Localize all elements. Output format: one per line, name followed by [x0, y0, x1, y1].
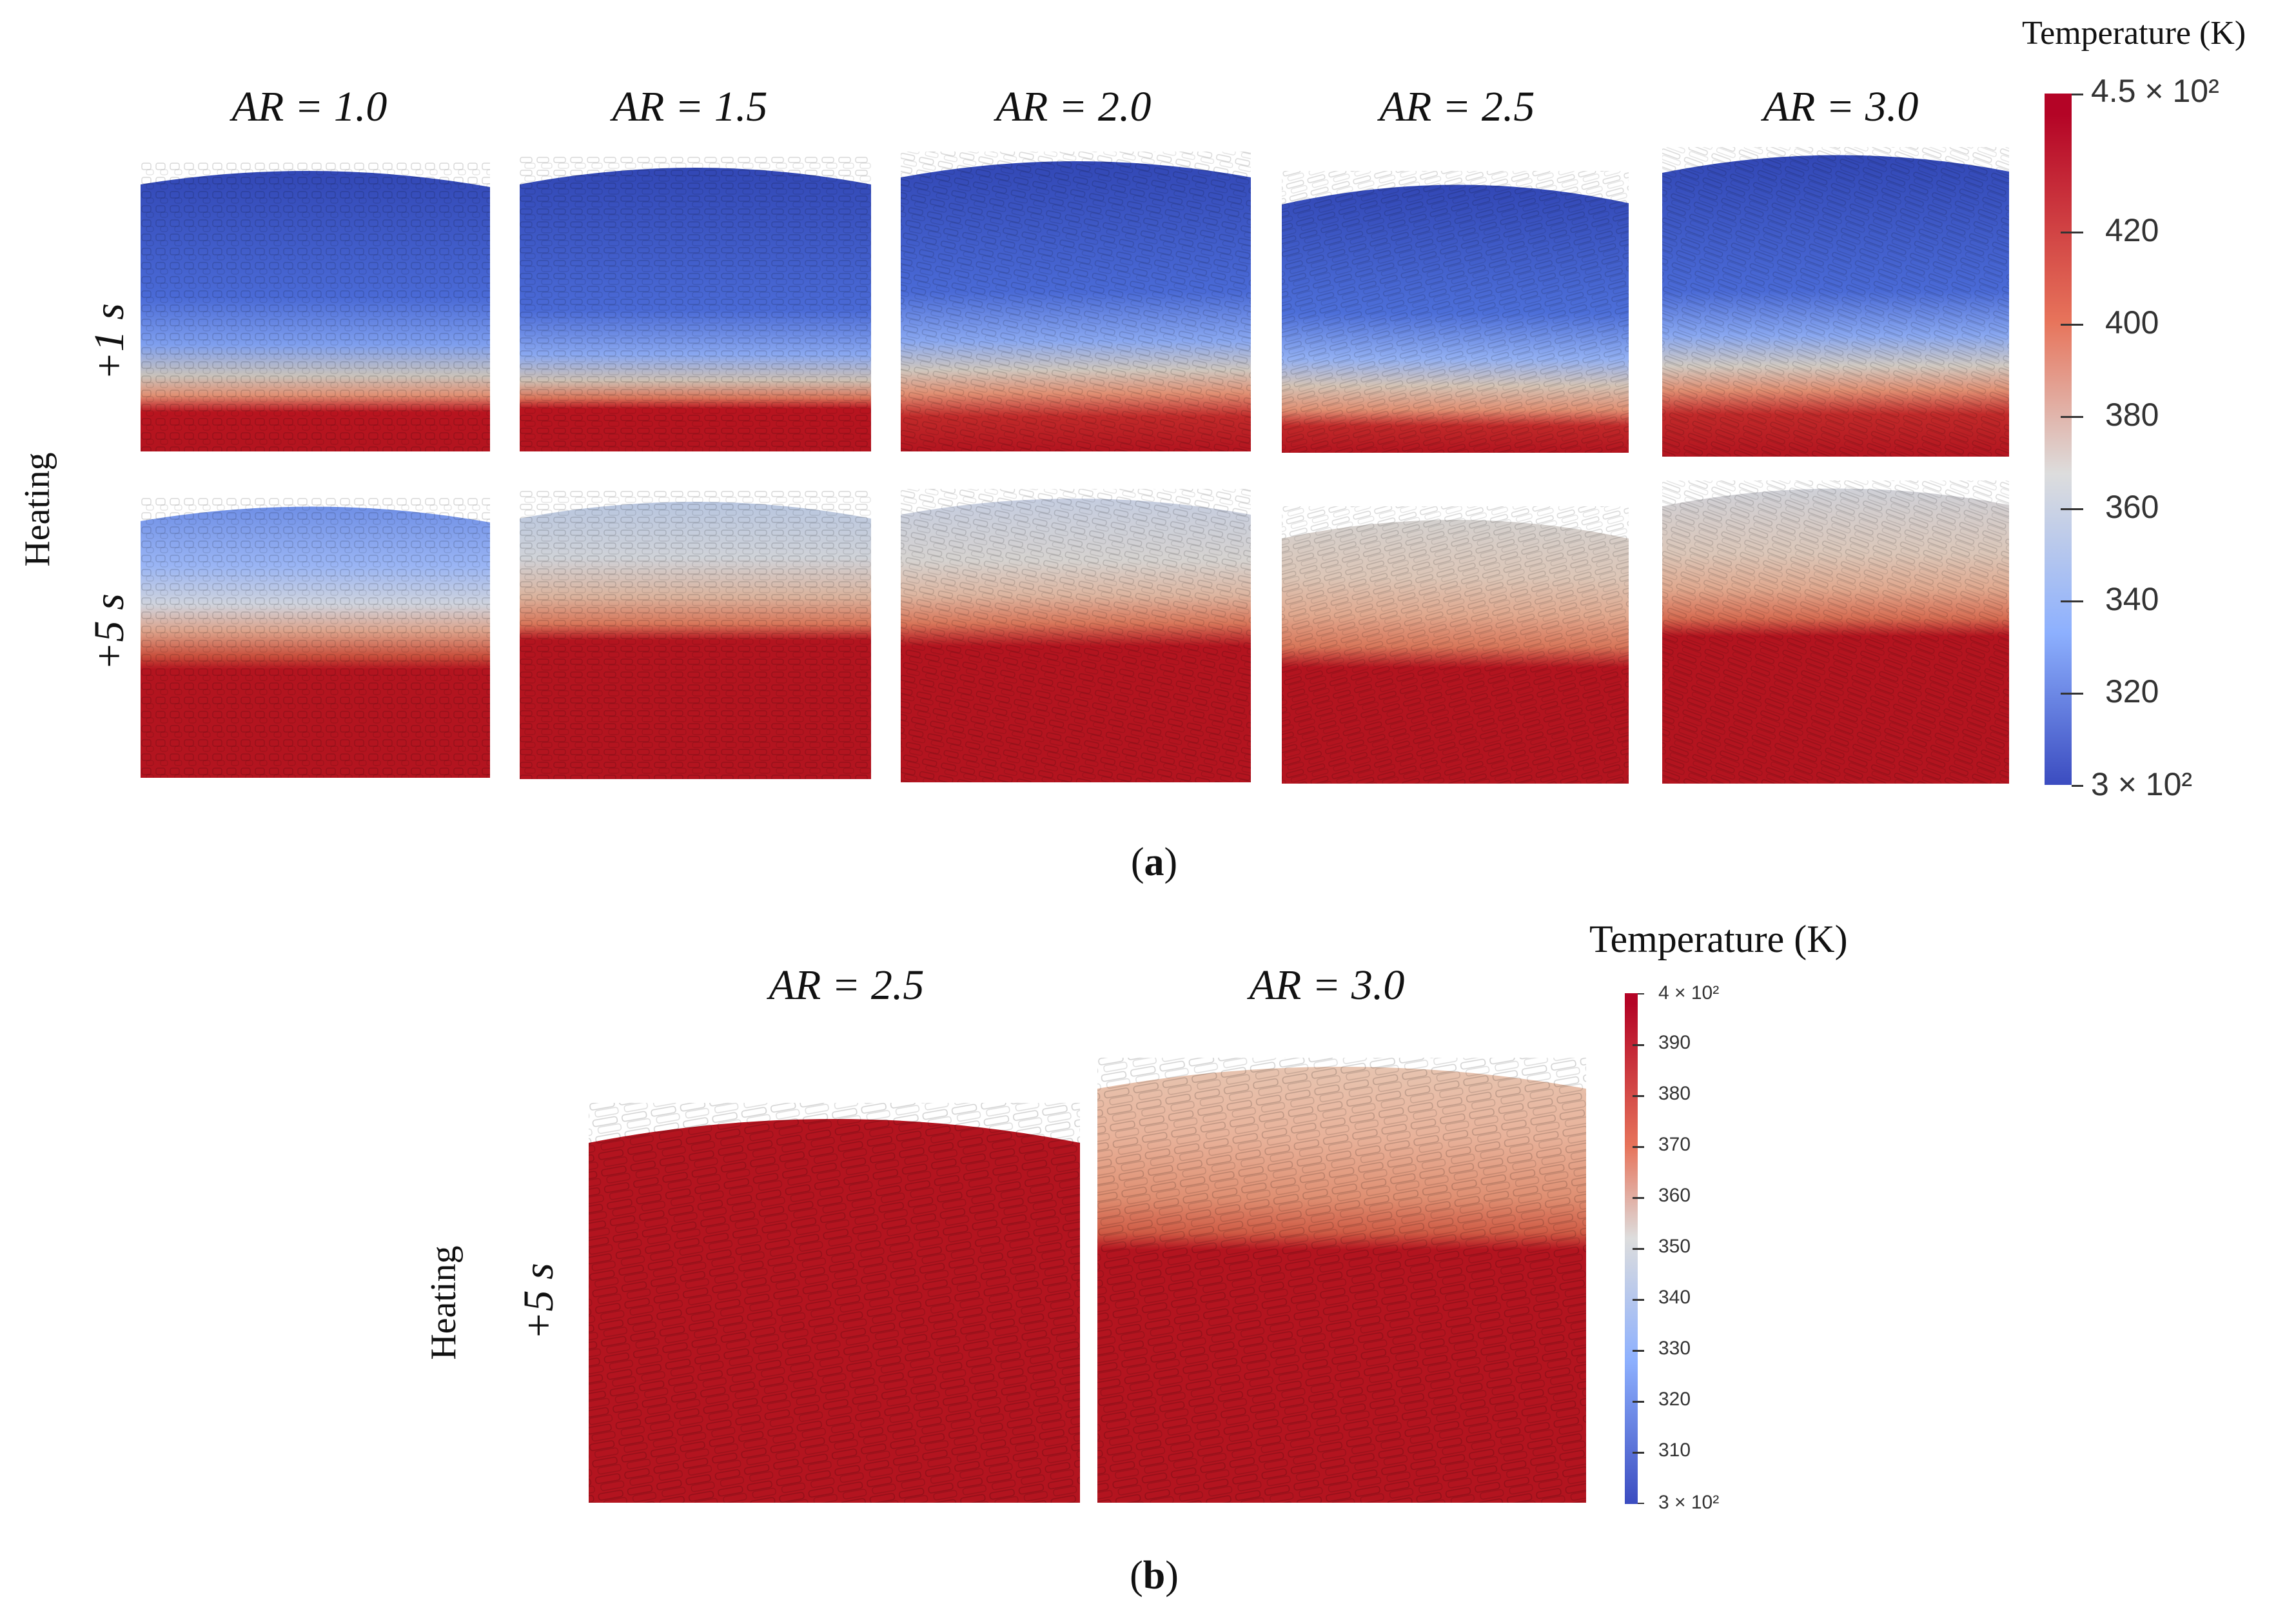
particle-bed: [1282, 506, 1629, 784]
tick-mark: [1633, 1146, 1644, 1148]
tick-mark: [2061, 232, 2083, 234]
panel-b-caption: (b): [1130, 1554, 1179, 1598]
heating-label: Heating: [17, 452, 57, 567]
colorbar-min-label: 3 × 10²: [2091, 766, 2193, 802]
colorbar-tick-label: 380: [1658, 1083, 1691, 1105]
tick-mark: [2072, 785, 2083, 787]
column-label: AR = 2.5: [769, 962, 925, 1009]
particle-bed: [141, 497, 490, 778]
column-label: AR = 1.0: [231, 83, 388, 130]
tick-mark: [1633, 1452, 1644, 1454]
column-label: AR = 1.5: [612, 83, 768, 130]
colorbar-tick-label: 380: [2105, 397, 2159, 433]
colorbar-tick-label: 310: [1658, 1440, 1691, 1461]
tick-mark: [1633, 1197, 1644, 1199]
column-label: AR = 3.0: [1763, 83, 1919, 130]
row-label: +5 s: [515, 1263, 562, 1340]
particle-bed: [1282, 171, 1629, 453]
particle-bed: [141, 161, 490, 451]
particle-bed: [1097, 1058, 1586, 1503]
tick-mark: [1633, 1350, 1644, 1352]
tick-mark: [2072, 94, 2083, 95]
tick-mark: [2061, 324, 2083, 326]
colorbar-title: Temperature (K): [2022, 15, 2246, 52]
tick-mark: [2061, 416, 2083, 419]
tick-mark: [1633, 1299, 1644, 1301]
colorbar-tick-label: 340: [1658, 1287, 1691, 1309]
tick-mark: [2061, 600, 2083, 603]
colorbar-tick-label: 320: [2105, 673, 2159, 710]
particle-bed: [520, 490, 871, 779]
colorbar: [1625, 993, 1638, 1504]
colorbar: [2045, 94, 2072, 785]
column-label: AR = 3.0: [1249, 962, 1405, 1009]
row-label: +5 s: [86, 593, 133, 671]
particle-bed: [901, 152, 1251, 451]
colorbar-tick-label: 360: [2105, 489, 2159, 526]
tick-mark: [2061, 508, 2083, 511]
colorbar-max-label: 4 × 10²: [1658, 982, 1720, 1004]
colorbar-tick-label: 390: [1658, 1032, 1691, 1054]
colorbar-max-label: 4.5 × 10²: [2091, 73, 2219, 109]
tick-mark: [1633, 1248, 1644, 1250]
tick-mark: [1638, 993, 1644, 995]
colorbar-tick-label: 320: [1658, 1389, 1691, 1410]
tick-mark: [1638, 1503, 1644, 1504]
column-label: AR = 2.5: [1379, 83, 1535, 130]
particle-bed: [520, 156, 871, 451]
particle-bed: [1662, 480, 2009, 784]
tick-mark: [1633, 1401, 1644, 1403]
row-label: +1 s: [86, 303, 133, 381]
colorbar-tick-label: 360: [1658, 1185, 1691, 1207]
tick-mark: [1633, 1044, 1644, 1046]
colorbar-tick-label: 420: [2105, 212, 2159, 249]
panel-a-caption: (a): [1130, 840, 1178, 884]
colorbar-tick-label: 330: [1658, 1338, 1691, 1360]
colorbar-tick-label: 370: [1658, 1134, 1691, 1156]
particle-bed: [1662, 147, 2009, 457]
particle-bed: [901, 489, 1251, 782]
colorbar-tick-label: 350: [1658, 1236, 1691, 1258]
heating-label: Heating: [424, 1245, 464, 1360]
particle-bed: [589, 1103, 1080, 1503]
tick-mark: [1633, 1095, 1644, 1097]
tick-mark: [2061, 693, 2083, 695]
colorbar-tick-label: 400: [2105, 304, 2159, 341]
colorbar-title: Temperature (K): [1589, 918, 1848, 960]
column-label: AR = 2.0: [996, 83, 1152, 130]
colorbar-tick-label: 340: [2105, 581, 2159, 618]
colorbar-min-label: 3 × 10²: [1658, 1492, 1720, 1513]
